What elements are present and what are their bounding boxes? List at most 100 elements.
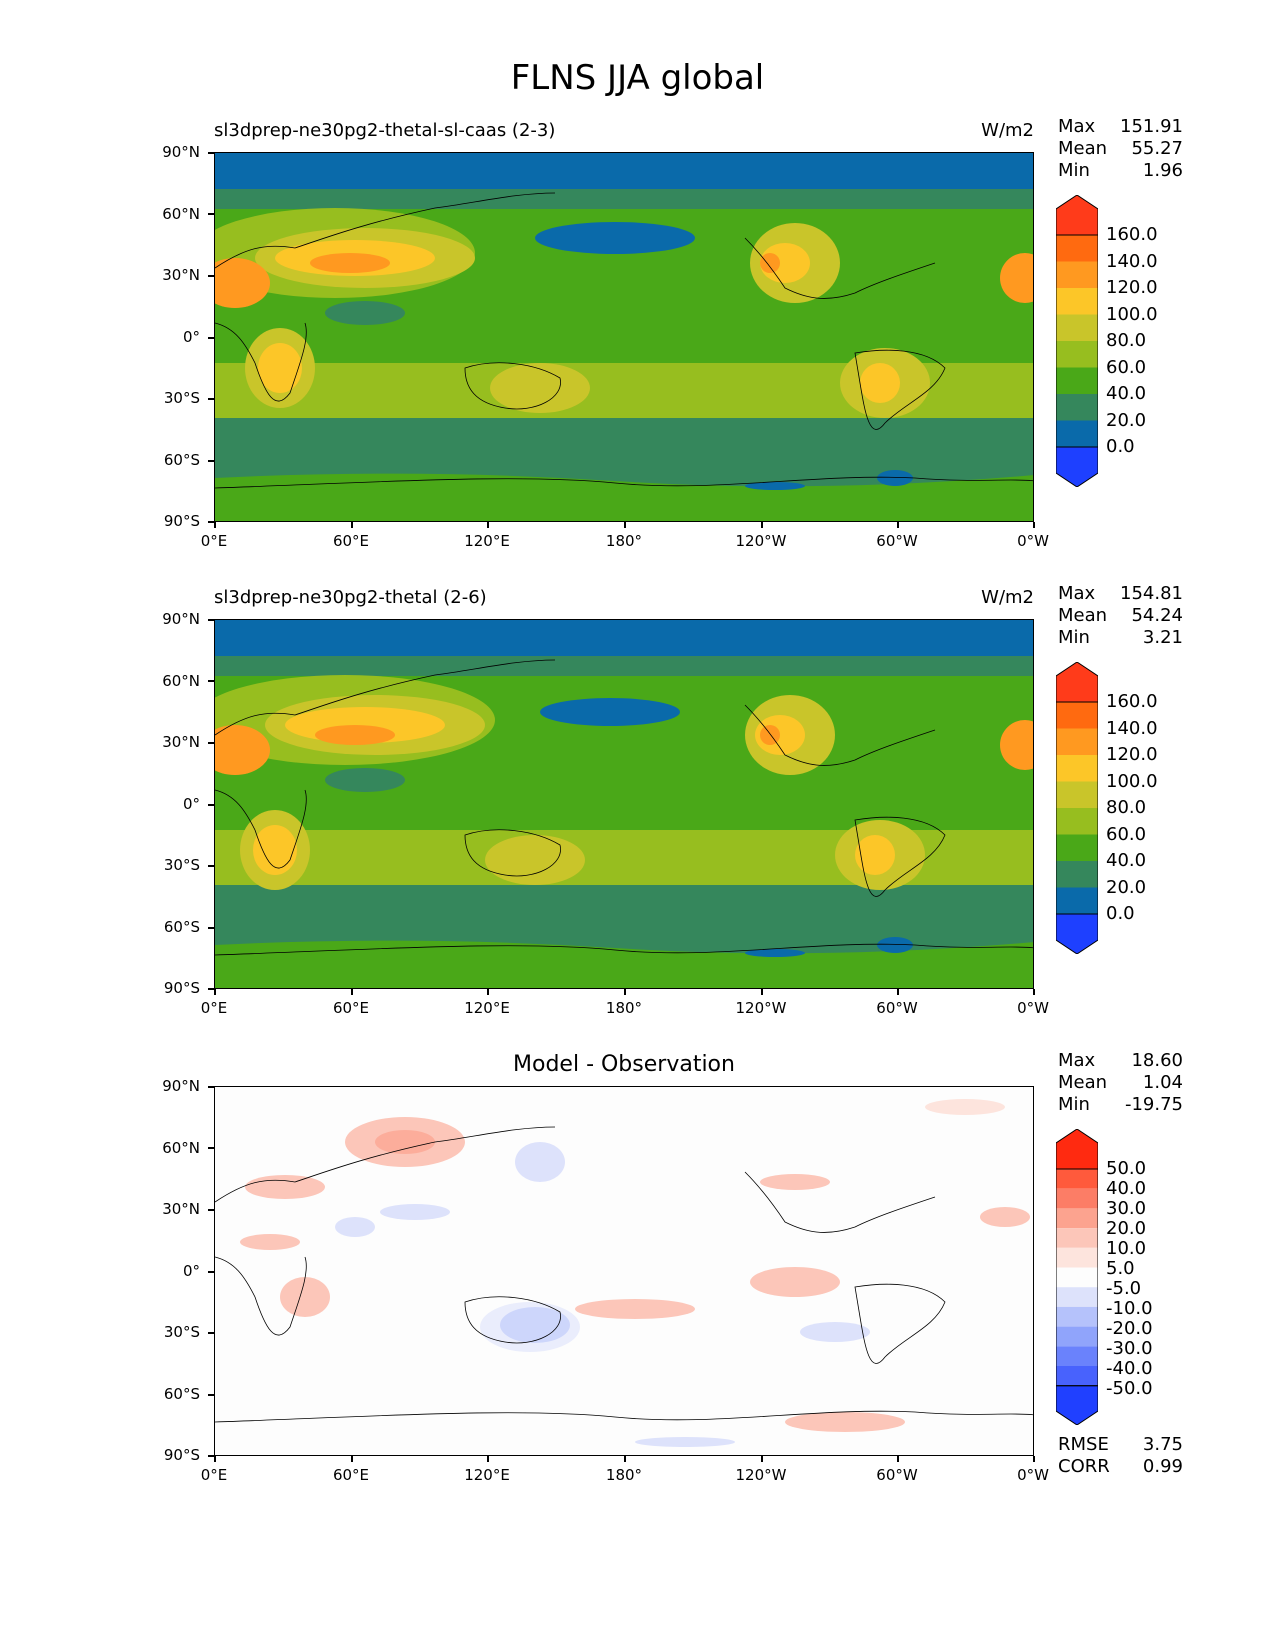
- lon-label: 0°W: [1017, 532, 1049, 550]
- panel-2-colorbar: [1056, 662, 1098, 954]
- stat-value: 151.91: [1120, 116, 1183, 137]
- colorbar-label: 140.0: [1106, 251, 1158, 272]
- stat-value: 1.96: [1142, 160, 1183, 181]
- colorbar-label: 120.0: [1106, 277, 1158, 298]
- panel-3-colorbar: [1056, 1129, 1098, 1425]
- lat-label: 60°S: [163, 1385, 200, 1403]
- panel-1-colorbar: [1056, 195, 1098, 487]
- lat-label: 90°N: [162, 1077, 200, 1095]
- lon-label: 60°E: [332, 532, 370, 550]
- stat-value: -19.75: [1124, 1094, 1183, 1115]
- lon-label: 60°W: [876, 532, 918, 550]
- lat-label: 60°S: [163, 918, 200, 936]
- stat-value: 154.81: [1120, 583, 1183, 604]
- lon-label: 0°E: [200, 532, 228, 550]
- lat-label: 0°: [182, 1262, 200, 1280]
- lon-label: 180°: [605, 1466, 643, 1484]
- metric-value: 0.99: [1142, 1456, 1183, 1477]
- panel-3-map: [214, 1086, 1034, 1456]
- lon-label: 120°W: [735, 1466, 787, 1484]
- lon-label: 60°E: [332, 999, 370, 1017]
- panel-2-map: [214, 619, 1034, 989]
- colorbar-label: 80.0: [1106, 330, 1147, 351]
- colorbar-label: 40.0: [1106, 1178, 1147, 1199]
- lon-label: 60°W: [876, 999, 918, 1017]
- stat-name: Min: [1058, 627, 1090, 648]
- lat-label: 60°S: [163, 451, 200, 469]
- panel-1-stats: Max 151.91 Mean 55.27 Min 1.96: [1058, 116, 1183, 182]
- lat-label: 0°: [182, 328, 200, 346]
- lon-label: 0°W: [1017, 999, 1049, 1017]
- colorbar-label: 30.0: [1106, 1198, 1147, 1219]
- colorbar-label: 20.0: [1106, 877, 1147, 898]
- lon-label: 120°W: [735, 999, 787, 1017]
- colorbar-label: -50.0: [1106, 1378, 1153, 1399]
- colorbar-label: 20.0: [1106, 1218, 1147, 1239]
- lon-label: 0°E: [200, 999, 228, 1017]
- stat-name: Mean: [1058, 605, 1108, 626]
- lon-label: 60°W: [876, 1466, 918, 1484]
- lat-label: 90°S: [163, 1446, 200, 1464]
- lat-label: 60°N: [162, 672, 200, 690]
- figure-title: FLNS JJA global: [510, 58, 765, 98]
- stat-name: Mean: [1058, 138, 1108, 159]
- lon-label: 120°E: [464, 1466, 510, 1484]
- metric-value: 3.75: [1142, 1434, 1183, 1455]
- stat-name: Mean: [1058, 1072, 1108, 1093]
- colorbar-label: 160.0: [1106, 224, 1158, 245]
- lat-label: 90°N: [162, 610, 200, 628]
- lat-label: 30°N: [162, 266, 200, 284]
- colorbar-label: 100.0: [1106, 771, 1158, 792]
- colorbar-label: -40.0: [1106, 1358, 1153, 1379]
- lon-label: 0°W: [1017, 1466, 1049, 1484]
- colorbar-label: 5.0: [1106, 1258, 1135, 1279]
- stat-value: 18.60: [1131, 1050, 1183, 1071]
- colorbar-label: 140.0: [1106, 718, 1158, 739]
- stat-value: 54.24: [1131, 605, 1183, 626]
- panel-3-stats: Max 18.60 Mean 1.04 Min -19.75: [1058, 1050, 1183, 1116]
- lat-label: 90°S: [163, 512, 200, 530]
- lon-label: 60°E: [332, 1466, 370, 1484]
- lon-label: 120°E: [464, 999, 510, 1017]
- stat-name: Min: [1058, 1094, 1090, 1115]
- colorbar-label: -5.0: [1106, 1278, 1142, 1299]
- colorbar-label: -20.0: [1106, 1318, 1153, 1339]
- lat-label: 30°N: [162, 1200, 200, 1218]
- stat-name: Max: [1058, 583, 1096, 604]
- colorbar-label: 120.0: [1106, 744, 1158, 765]
- stat-value: 3.21: [1142, 627, 1183, 648]
- lat-label: 60°N: [162, 205, 200, 223]
- stat-value: 1.04: [1142, 1072, 1183, 1093]
- colorbar-label: 60.0: [1106, 824, 1147, 845]
- panel-1-units: W/m2: [981, 120, 1034, 141]
- stat-value: 55.27: [1131, 138, 1183, 159]
- colorbar-label: 0.0: [1106, 436, 1135, 457]
- lat-label: 30°S: [163, 856, 200, 874]
- lon-label: 120°W: [735, 532, 787, 550]
- lon-label: 180°: [605, 999, 643, 1017]
- stat-name: Max: [1058, 116, 1096, 137]
- colorbar-label: 40.0: [1106, 383, 1147, 404]
- panel-2-stats: Max 154.81 Mean 54.24 Min 3.21: [1058, 583, 1183, 649]
- colorbar-label: 50.0: [1106, 1158, 1147, 1179]
- lon-label: 120°E: [464, 532, 510, 550]
- colorbar-label: 60.0: [1106, 357, 1147, 378]
- colorbar-label: 10.0: [1106, 1238, 1147, 1259]
- lat-label: 60°N: [162, 1139, 200, 1157]
- stat-name: Max: [1058, 1050, 1096, 1071]
- lon-label: 0°E: [200, 1466, 228, 1484]
- panel-1-map: [214, 152, 1034, 522]
- colorbar-label: 0.0: [1106, 903, 1135, 924]
- colorbar-label: -10.0: [1106, 1298, 1153, 1319]
- panel-3-title: Model - Observation: [513, 1052, 735, 1077]
- lat-label: 90°N: [162, 143, 200, 161]
- lat-label: 90°S: [163, 979, 200, 997]
- stat-name: Min: [1058, 160, 1090, 181]
- metric-name: CORR: [1058, 1456, 1110, 1477]
- panel-1-label: sl3dprep-ne30pg2-thetal-sl-caas (2-3): [214, 120, 556, 141]
- panel-3-metrics: RMSE 3.75 CORR 0.99: [1058, 1434, 1183, 1478]
- colorbar-label: 40.0: [1106, 850, 1147, 871]
- lat-label: 30°S: [163, 389, 200, 407]
- metric-name: RMSE: [1058, 1434, 1109, 1455]
- colorbar-label: 160.0: [1106, 691, 1158, 712]
